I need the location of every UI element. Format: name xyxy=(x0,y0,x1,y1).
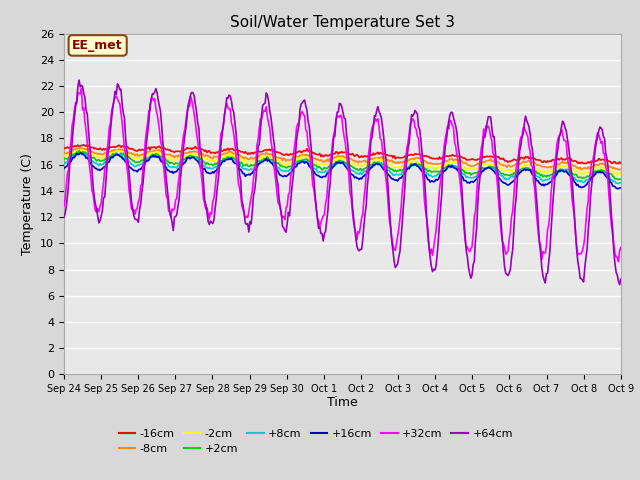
X-axis label: Time: Time xyxy=(327,396,358,408)
Title: Soil/Water Temperature Set 3: Soil/Water Temperature Set 3 xyxy=(230,15,455,30)
Y-axis label: Temperature (C): Temperature (C) xyxy=(22,153,35,255)
Text: EE_met: EE_met xyxy=(72,39,123,52)
Legend: -16cm, -8cm, -2cm, +2cm, +8cm, +16cm, +32cm, +64cm: -16cm, -8cm, -2cm, +2cm, +8cm, +16cm, +3… xyxy=(114,424,518,459)
